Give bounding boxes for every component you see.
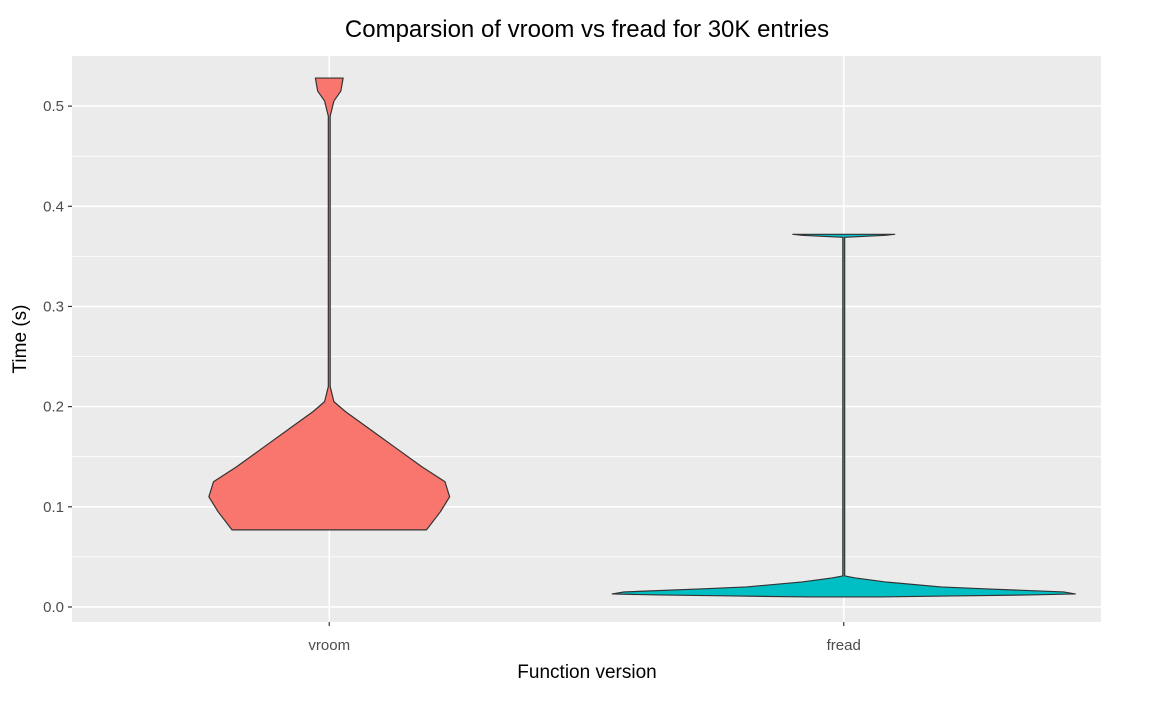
y-axis: 0.0 0.1 0.2 0.3 0.4 0.5 — [43, 98, 72, 616]
y-tick-label: 0.2 — [43, 399, 64, 416]
y-tick-label: 0.0 — [43, 599, 64, 616]
y-tick-label: 0.1 — [43, 499, 64, 516]
y-axis-title: Time (s) — [10, 305, 31, 374]
chart-title: Comparsion of vroom vs fread for 30K ent… — [345, 16, 829, 43]
y-tick-label: 0.3 — [43, 298, 64, 315]
violins — [208, 77, 1076, 598]
x-axis: vroom fread — [308, 622, 861, 654]
plot-panel — [72, 56, 1101, 622]
x-tick-label-vroom: vroom — [308, 637, 350, 654]
x-axis-title: Function version — [517, 662, 656, 683]
violin-fread — [611, 233, 1076, 598]
y-tick-label: 0.5 — [43, 98, 64, 115]
x-tick-label-fread: fread — [827, 637, 861, 654]
y-tick-label: 0.4 — [43, 198, 64, 215]
violin-vroom — [208, 77, 451, 531]
